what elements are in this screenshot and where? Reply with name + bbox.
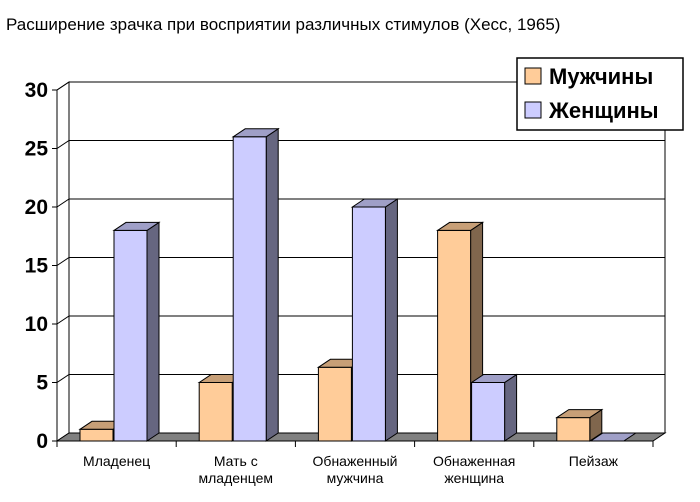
legend-label-men: Мужчины <box>549 64 653 89</box>
gridline <box>56 81 665 91</box>
x-tick-label: Обнаженная <box>433 453 515 469</box>
bar-women-5 <box>589 432 638 442</box>
bars <box>78 127 638 442</box>
bar-men-5 <box>555 408 604 442</box>
axes <box>52 89 654 447</box>
legend-swatch-men <box>524 67 542 85</box>
bar-women-3 <box>350 198 400 442</box>
chart-title: Расширение зрачка при восприятии различн… <box>6 15 560 34</box>
x-tick-label: женщина <box>444 470 504 486</box>
x-tick-label: Обнаженный <box>313 453 398 469</box>
x-tick-label: Мать с <box>214 453 258 469</box>
y-tick-label: 30 <box>25 79 48 102</box>
legend-box <box>516 57 684 131</box>
y-tick-label: 5 <box>36 372 48 395</box>
bar-women-1 <box>112 221 161 442</box>
bar-women-4 <box>469 373 519 442</box>
x-tick-label: младенцем <box>199 470 274 486</box>
x-tick-label: Младенец <box>83 453 150 469</box>
y-tick-label: 20 <box>25 196 48 219</box>
y-tick-label: 10 <box>25 313 48 336</box>
y-tick-label: 0 <box>36 430 48 453</box>
legend-label-women: Женщины <box>548 98 659 123</box>
x-tick-label: мужчина <box>327 470 384 486</box>
y-tick-label: 15 <box>25 255 49 278</box>
legend: Мужчины Женщины <box>516 57 684 131</box>
bar-women-2 <box>231 127 280 442</box>
legend-swatch-women <box>524 101 542 119</box>
y-tick-label: 25 <box>25 138 49 161</box>
y-tick-labels: 0 5 10 15 20 25 30 <box>25 79 49 453</box>
x-tick-label: Пейзаж <box>569 453 619 469</box>
gridline <box>56 140 665 149</box>
gridline <box>56 198 665 208</box>
